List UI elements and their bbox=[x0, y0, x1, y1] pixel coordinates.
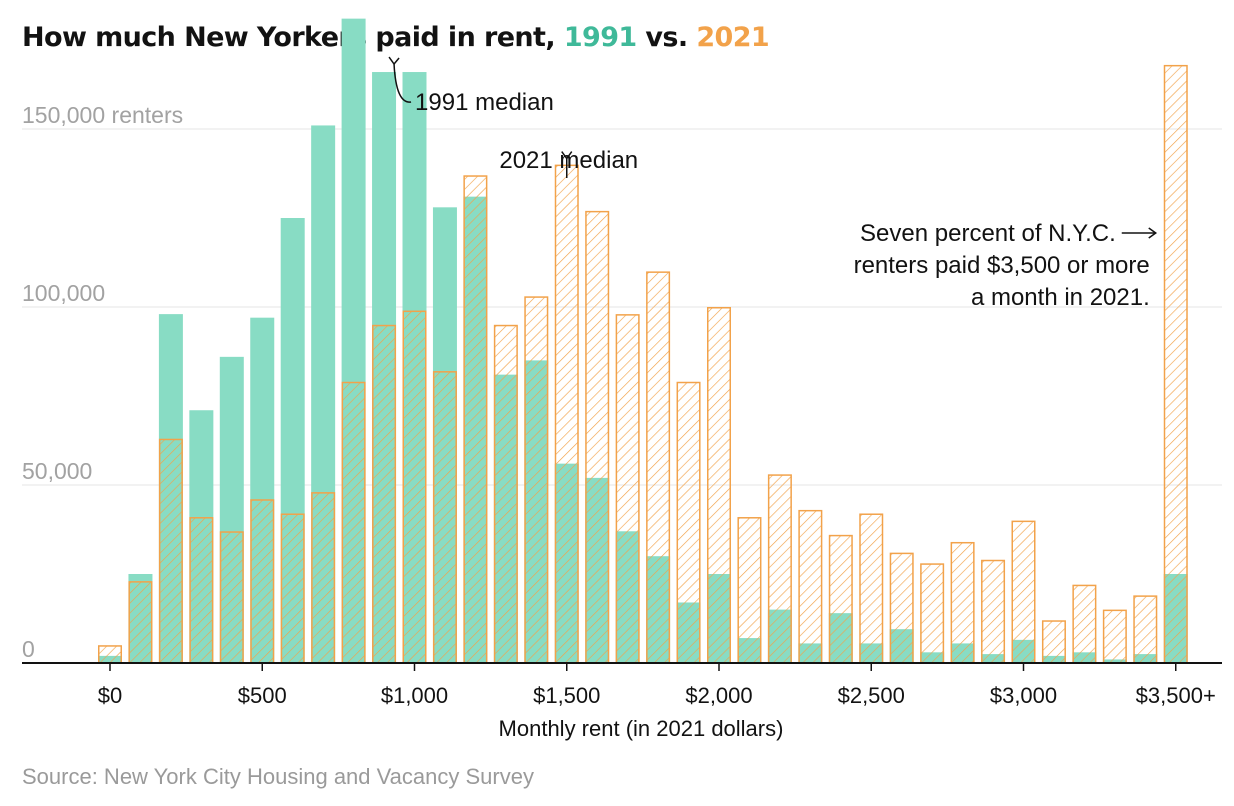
annotation-note-line: Seven percent of N.Y.C. bbox=[860, 220, 1116, 247]
x-tick-label: $1,500 bbox=[533, 683, 600, 708]
x-axis-title: Monthly rent (in 2021 dollars) bbox=[499, 716, 784, 741]
bar-2021 bbox=[1133, 595, 1158, 664]
bar-2021 bbox=[737, 517, 762, 664]
bar-2021 bbox=[219, 531, 244, 664]
arrowhead-note bbox=[1148, 227, 1158, 239]
annotation-note-line: a month in 2021. bbox=[971, 284, 1150, 311]
bar-2021 bbox=[615, 314, 640, 664]
bar-2021 bbox=[1163, 64, 1188, 664]
y-tick-label: 150,000 renters bbox=[22, 102, 183, 128]
arrowhead-1991-median bbox=[388, 56, 400, 66]
x-axis-labels: $0 $500 $1,000 $1,500 $2,000 $2,500 $3,000 $3,5… bbox=[98, 663, 1216, 708]
bar-2021 bbox=[311, 492, 336, 664]
bar-2021 bbox=[676, 381, 701, 664]
arrowhead-2021-median bbox=[561, 151, 573, 160]
title-year-1991: 1991 bbox=[563, 22, 637, 53]
bar-2021 bbox=[859, 513, 884, 664]
title-vs: vs. bbox=[645, 22, 688, 53]
bars bbox=[98, 18, 1188, 664]
x-tick-label: $1,000 bbox=[381, 683, 448, 708]
bar-2021 bbox=[1041, 620, 1066, 664]
bar-2021 bbox=[981, 559, 1006, 664]
bar-2021 bbox=[280, 513, 305, 664]
bar-2021 bbox=[707, 307, 731, 664]
x-tick-label: $500 bbox=[238, 683, 287, 708]
y-axis-labels: 0 50,000 100,000 150,000 renters bbox=[22, 102, 183, 662]
bar-2021 bbox=[1102, 609, 1127, 664]
x-tick-label: $2,500 bbox=[838, 683, 905, 708]
source-note: Source: New York City Housing and Vacanc… bbox=[22, 764, 534, 789]
arrow-1991-median bbox=[393, 64, 412, 103]
x-tick-label: $0 bbox=[98, 683, 122, 708]
bar-2021 bbox=[798, 509, 823, 664]
annotations: 1991 median 2021 median Seven percent of N… bbox=[388, 56, 1158, 311]
bar-2021 bbox=[128, 581, 153, 664]
bar-2021 bbox=[889, 552, 914, 664]
x-tick-label: $3,000 bbox=[990, 683, 1057, 708]
chart-title: How much New Yorkers paid in rent, 1991 … bbox=[22, 22, 770, 53]
annotation-1991-median: 1991 median bbox=[415, 89, 554, 116]
bar-2021 bbox=[250, 499, 275, 664]
bar-2021 bbox=[158, 438, 183, 664]
y-tick-label: 100,000 bbox=[22, 280, 105, 306]
bar-2021 bbox=[463, 175, 488, 664]
bar-2021 bbox=[372, 324, 397, 664]
bar-2021 bbox=[828, 534, 853, 664]
bar-2021 bbox=[950, 541, 975, 664]
x-tick-label: $2,000 bbox=[685, 683, 752, 708]
x-tick-label: $3,500+ bbox=[1136, 683, 1216, 708]
bar-2021 bbox=[524, 296, 549, 664]
bar-2021 bbox=[98, 645, 122, 664]
bar-2021 bbox=[646, 271, 671, 664]
bar-2021 bbox=[585, 210, 610, 664]
y-tick-label: 50,000 bbox=[22, 458, 92, 484]
bar-2021 bbox=[1011, 520, 1036, 664]
title-year-2021: 2021 bbox=[696, 22, 770, 53]
bar-2021 bbox=[554, 164, 579, 664]
annotation-2021-median: 2021 median bbox=[499, 147, 638, 174]
annotation-note-line: renters paid $3,500 or more bbox=[854, 252, 1150, 279]
bar-2021 bbox=[1072, 584, 1097, 664]
title-prefix: How much New Yorkers paid in rent, bbox=[22, 22, 556, 53]
bar-2021 bbox=[493, 324, 518, 664]
bar-2021 bbox=[920, 563, 945, 664]
y-tick-label: 0 bbox=[22, 636, 35, 662]
bar-2021 bbox=[432, 371, 457, 664]
bar-2021 bbox=[402, 310, 427, 664]
bar-2021 bbox=[767, 474, 792, 664]
bar-2021 bbox=[341, 381, 366, 664]
bar-2021 bbox=[189, 517, 214, 664]
